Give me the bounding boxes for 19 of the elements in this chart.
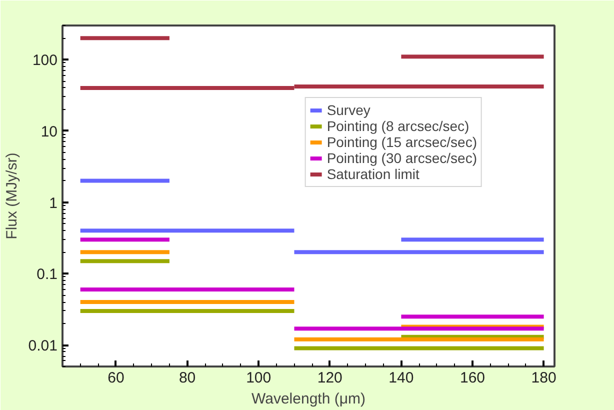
legend-label: Pointing (15 arcsec/sec) <box>326 134 477 150</box>
legend-label: Pointing (30 arcsec/sec) <box>326 150 477 166</box>
x-tick-label: 160 <box>460 370 486 386</box>
y-tick-label: 0.01 <box>28 338 58 355</box>
y-tick-label: 0.1 <box>36 266 58 284</box>
x-tick-label: 140 <box>388 370 414 386</box>
legend-label: Survey <box>326 102 370 118</box>
x-tick-label: 80 <box>178 370 196 386</box>
legend-label: Saturation limit <box>326 166 420 182</box>
x-tick-label: 60 <box>108 370 124 386</box>
legend-label: Pointing (8 arcsec/sec) <box>326 118 470 134</box>
x-tick-label: 180 <box>531 370 556 386</box>
y-tick-label: 1 <box>49 194 58 212</box>
x-tick-label: 100 <box>246 370 272 386</box>
y-tick-label: 10 <box>40 123 58 140</box>
x-axis-title: Wavelength (μm) <box>252 390 366 408</box>
y-tick-label: 100 <box>32 52 58 70</box>
y-axis-title: Flux (MJy/sr) <box>3 152 20 240</box>
x-tick-label: 120 <box>317 370 342 386</box>
